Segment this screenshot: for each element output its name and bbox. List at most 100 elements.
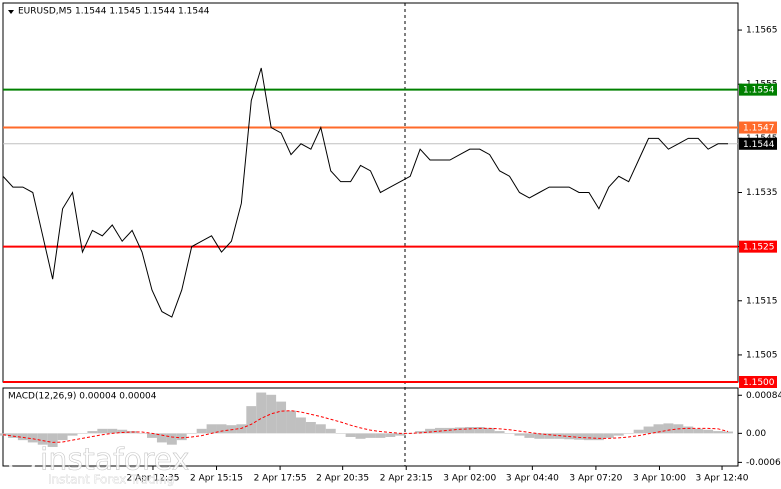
symbol-marker: [8, 10, 14, 14]
level-label-box: [739, 83, 777, 96]
macd-bar: [375, 433, 386, 438]
macd-bar: [574, 433, 584, 440]
macd-bar: [583, 433, 594, 441]
macd-bar: [454, 427, 465, 434]
macd-frame: [2, 387, 739, 467]
watermark-brand: instaforex: [40, 443, 189, 478]
macd-bar: [355, 433, 366, 439]
macd-bar: [494, 431, 505, 434]
macd-bar: [593, 433, 604, 441]
y-tick-label: 0.00: [746, 429, 766, 439]
x-tick-label: 3 Apr 04:40: [506, 474, 559, 484]
macd-bar: [723, 431, 733, 434]
macd-bar: [653, 424, 664, 434]
macd-bar: [365, 433, 376, 438]
x-tick-label: 2 Apr 20:35: [316, 474, 369, 484]
macd-bar: [534, 433, 545, 439]
macd-bar: [156, 433, 167, 443]
macd-bar: [385, 433, 396, 437]
x-tick-label: 2 Apr 23:15: [380, 474, 433, 484]
plot-layer: 1.15651.15551.15451.15351.15251.15151.15…: [0, 26, 781, 484]
macd-bar: [87, 431, 98, 434]
macd-bar: [514, 433, 525, 436]
macd-bar: [256, 392, 267, 434]
macd-bar: [703, 429, 714, 434]
macd-bar: [246, 406, 257, 434]
level-label: 1.1500: [743, 378, 775, 388]
signal-line: [2, 410, 729, 443]
y-tick-label: 0.00084: [746, 391, 781, 401]
macd-bar: [295, 417, 306, 434]
macd-bar: [176, 433, 187, 441]
macd-bar: [206, 424, 217, 434]
x-tick-label: 2 Apr 17:55: [254, 474, 307, 484]
y-tick-label: 1.1535: [746, 188, 778, 198]
y-tick-label: -0.00064: [746, 458, 781, 468]
y-tick-label: 1.1505: [746, 350, 778, 360]
macd-bar: [633, 429, 644, 434]
macd-bar: [286, 410, 296, 434]
macd-bar: [395, 433, 406, 436]
watermark-logo: [8, 448, 36, 476]
macd-bar: [27, 433, 38, 443]
macd-bar: [266, 394, 277, 434]
macd-bar: [37, 433, 48, 445]
level-label-box: [739, 240, 777, 253]
macd-bar: [345, 433, 356, 437]
macd-bar: [7, 433, 18, 438]
watermark: instaforex Instant Forex Trading: [8, 442, 190, 487]
macd-bar: [166, 433, 177, 445]
level-label: 1.1525: [743, 243, 775, 253]
x-tick-label: 3 Apr 10:00: [633, 474, 686, 484]
macd-bar: [57, 433, 68, 441]
macd-title: MACD(12,26,9) 0.00004 0.00004: [8, 392, 157, 402]
x-tick-label: 3 Apr 07:20: [569, 474, 622, 484]
macd-bar: [216, 424, 227, 434]
price-line: [2, 67, 728, 318]
macd-bar: [613, 433, 624, 436]
macd-bar: [147, 433, 157, 438]
macd-bar: [663, 423, 674, 434]
level-label-box: [739, 121, 777, 134]
macd-bar: [335, 433, 346, 434]
macd-bar: [415, 431, 426, 434]
macd-bar: [544, 433, 555, 439]
y-tick-label: 1.1565: [746, 26, 778, 36]
last-price-box: [739, 137, 777, 150]
macd-bar: [77, 433, 88, 434]
macd-bar: [464, 427, 475, 434]
macd-bar: [186, 433, 197, 434]
level-label: 1.1547: [743, 124, 775, 134]
macd-bar: [484, 427, 495, 434]
macd-bar: [137, 433, 148, 434]
last-price-label: 1.1544: [743, 140, 775, 150]
macd-bar: [425, 428, 436, 434]
macd-bar: [97, 428, 108, 434]
level-label: 1.1554: [743, 86, 775, 96]
macd-bar: [693, 428, 704, 434]
macd-bar: [17, 433, 28, 441]
macd-bar: [603, 433, 614, 438]
macd-bar: [713, 431, 724, 434]
macd-bar: [474, 427, 485, 434]
macd-bar: [643, 426, 654, 434]
price-title: EURUSD,M5 1.1544 1.1545 1.1544 1.1544: [18, 7, 210, 17]
x-tick-label: 2 Apr 15:15: [190, 474, 243, 484]
macd-bar: [47, 433, 58, 447]
x-tick-label: 2 Apr 12:35: [126, 474, 179, 484]
x-tick-label: 3 Apr 02:00: [443, 474, 496, 484]
macd-bar: [623, 433, 634, 434]
macd-bar: [683, 426, 694, 434]
macd-bar: [107, 428, 118, 434]
watermark-tagline: Instant Forex Trading: [48, 473, 174, 487]
macd-bar: [276, 401, 287, 434]
macd-bar: [67, 433, 78, 436]
level-label-box: [739, 376, 777, 388]
macd-bar: [305, 422, 316, 434]
macd-bar: [117, 429, 128, 434]
macd-bar: [315, 424, 326, 434]
y-tick-label: 1.1515: [746, 296, 778, 306]
macd-bar: [524, 433, 535, 438]
